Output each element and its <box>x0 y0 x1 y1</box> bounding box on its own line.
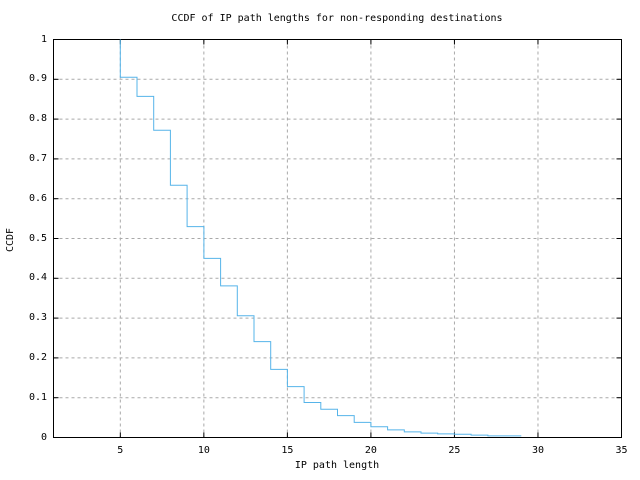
y-tick-label-0.1: 0.1 <box>28 391 47 403</box>
x-tick-label-5: 5 <box>117 445 124 456</box>
x-tick-label-15: 15 <box>281 445 294 456</box>
y-tick-label-1: 1 <box>40 33 47 45</box>
chart-title: CCDF of IP path lengths for non-respondi… <box>171 13 503 24</box>
x-tick-label-25: 25 <box>448 445 461 456</box>
y-tick-label-0: 0 <box>40 431 47 443</box>
y-tick-label-0.9: 0.9 <box>28 73 47 85</box>
y-tick-label-0.8: 0.8 <box>28 113 47 125</box>
y-tick-label-0.5: 0.5 <box>28 232 47 244</box>
x-tick-label-35: 35 <box>615 445 628 456</box>
x-tick-label-10: 10 <box>197 445 210 456</box>
y-tick-label-0.3: 0.3 <box>28 312 47 324</box>
y-tick-label-0.4: 0.4 <box>28 272 47 284</box>
ccdf-step-line <box>119 39 522 437</box>
x-tick-label-20: 20 <box>364 445 377 456</box>
x-tick-label-30: 30 <box>531 445 544 456</box>
x-axis-label: IP path length <box>294 460 380 471</box>
y-tick-label-0.7: 0.7 <box>28 152 47 164</box>
y-tick-label-0.2: 0.2 <box>28 351 47 363</box>
y-tick-label-0.6: 0.6 <box>28 192 47 204</box>
